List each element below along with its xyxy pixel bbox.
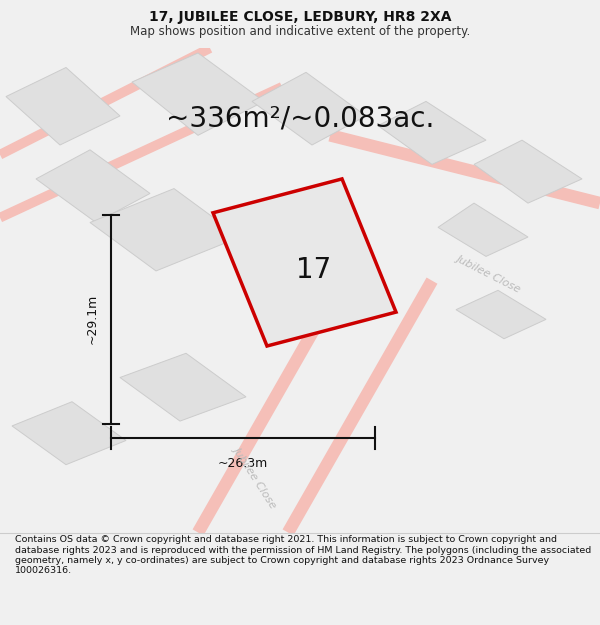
Text: Jubilee Close: Jubilee Close (455, 253, 523, 294)
Text: 17, JUBILEE CLOSE, LEDBURY, HR8 2XA: 17, JUBILEE CLOSE, LEDBURY, HR8 2XA (149, 9, 451, 24)
Polygon shape (90, 189, 240, 271)
Text: Contains OS data © Crown copyright and database right 2021. This information is : Contains OS data © Crown copyright and d… (15, 535, 591, 576)
Text: ~29.1m: ~29.1m (85, 294, 98, 344)
Polygon shape (474, 140, 582, 203)
Polygon shape (6, 68, 120, 145)
Text: 17: 17 (296, 256, 331, 284)
Polygon shape (438, 203, 528, 256)
Polygon shape (12, 402, 126, 465)
Text: Map shows position and indicative extent of the property.: Map shows position and indicative extent… (130, 24, 470, 38)
Polygon shape (456, 290, 546, 339)
Polygon shape (36, 150, 150, 222)
Polygon shape (120, 353, 246, 421)
Text: Jubilee Close: Jubilee Close (232, 444, 278, 509)
Polygon shape (378, 101, 486, 164)
Polygon shape (252, 72, 366, 145)
Text: ~26.3m: ~26.3m (218, 457, 268, 470)
Text: ~336m²/~0.083ac.: ~336m²/~0.083ac. (166, 104, 434, 132)
Polygon shape (132, 53, 264, 135)
Polygon shape (213, 179, 396, 346)
